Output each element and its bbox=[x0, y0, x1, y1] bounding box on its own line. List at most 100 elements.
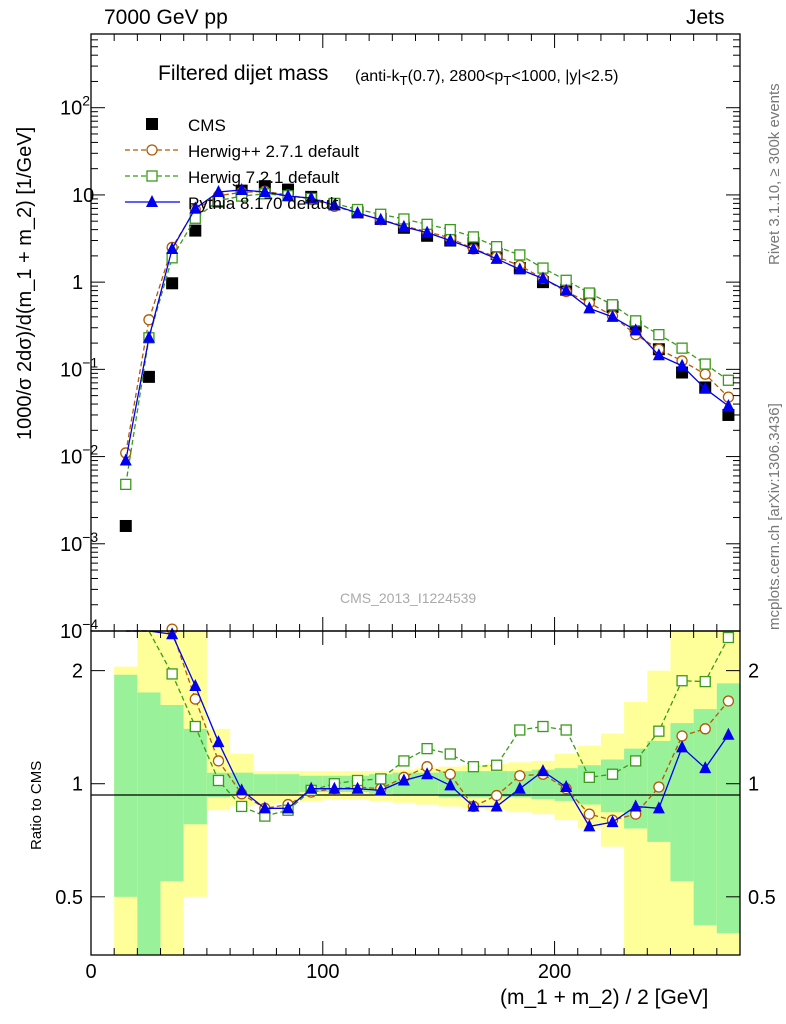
main-data-point bbox=[490, 251, 503, 264]
main-data-point bbox=[467, 231, 480, 243]
main-data-point bbox=[606, 299, 619, 311]
ratio-data-point bbox=[560, 724, 572, 736]
plot-subtitle: (anti-kT(0.7), 2800<pT<1000, |y|<2.5) bbox=[355, 68, 619, 89]
main-data-point bbox=[583, 287, 595, 299]
ratio-series-2 bbox=[125, 627, 735, 832]
ratio-y-tick-label-right: 1 bbox=[748, 774, 759, 796]
main-data-point bbox=[513, 262, 526, 275]
ratio-data-point bbox=[513, 781, 526, 794]
ratio-data-point bbox=[676, 675, 688, 687]
ratio-data-point bbox=[351, 781, 364, 794]
main-data-point bbox=[282, 189, 295, 202]
x-tick-label: 100 bbox=[306, 961, 339, 983]
ratio-data-point bbox=[629, 799, 642, 812]
main-data-point bbox=[444, 233, 457, 246]
x-axis-label: (m_1 + m_2) / 2 [GeV] bbox=[500, 986, 709, 1009]
ratio-y-tick-label-right: 0.5 bbox=[748, 887, 776, 909]
main-data-point bbox=[722, 399, 735, 412]
band-inner bbox=[137, 692, 161, 955]
ratio-data-point bbox=[374, 783, 387, 796]
legend-label: Pythia 8.170 default bbox=[188, 194, 339, 213]
ratio-y-tick-label-left: 1 bbox=[72, 774, 83, 796]
ratio-data-point bbox=[328, 781, 341, 794]
ratio-y-axis-label: Ratio to CMS bbox=[28, 760, 45, 850]
ratio-data-point bbox=[606, 768, 619, 780]
ratio-data-point bbox=[490, 799, 503, 812]
main-data-point bbox=[166, 277, 179, 290]
band-inner bbox=[600, 759, 625, 813]
ratio-data-point bbox=[676, 730, 688, 742]
ratio-data-point bbox=[537, 720, 549, 733]
ratio-data-point bbox=[212, 774, 225, 787]
ratio-data-point bbox=[514, 724, 526, 736]
main-data-point bbox=[142, 370, 155, 383]
main-data-point bbox=[606, 309, 619, 322]
main-data-point bbox=[120, 478, 132, 491]
main-data-point bbox=[142, 330, 155, 343]
legend-marker bbox=[146, 118, 158, 130]
legend-entry: CMS bbox=[146, 116, 226, 135]
rivet-version-label: Rivet 3.1.10, ≥ 300k events bbox=[766, 83, 783, 265]
main-data-point bbox=[374, 212, 387, 225]
main-data-point bbox=[305, 191, 318, 204]
x-tick-label: 0 bbox=[85, 961, 96, 983]
band-inner bbox=[716, 683, 740, 934]
main-y-tick-label: 10−3 bbox=[60, 529, 98, 556]
main-data-point bbox=[351, 206, 364, 219]
ratio-data-point bbox=[722, 695, 735, 707]
ratio-y-tick-label-left: 2 bbox=[72, 661, 83, 683]
ratio-data-point bbox=[652, 801, 665, 814]
band-inner bbox=[415, 772, 439, 796]
ratio-data-point bbox=[606, 815, 619, 828]
main-data-point bbox=[722, 374, 735, 386]
band-inner bbox=[253, 774, 277, 794]
ratio-data-point bbox=[444, 768, 456, 780]
ratio-data-point bbox=[699, 723, 711, 735]
analysis-id-watermark: CMS_2013_I1224539 bbox=[340, 590, 477, 606]
main-data-point bbox=[536, 271, 549, 284]
main-data-point bbox=[166, 241, 179, 254]
main-data-point bbox=[212, 185, 225, 198]
main-data-point bbox=[119, 519, 132, 532]
ratio-data-point bbox=[444, 748, 456, 760]
main-data-point bbox=[490, 241, 503, 253]
ratio-data-point bbox=[421, 742, 433, 755]
main-data-point bbox=[235, 182, 248, 195]
main-data-point bbox=[629, 323, 642, 336]
ratio-data-point bbox=[398, 755, 410, 767]
ratio-data-point bbox=[282, 801, 295, 814]
ratio-data-point bbox=[630, 755, 642, 767]
ratio-data-point bbox=[235, 783, 248, 796]
band-inner bbox=[693, 709, 717, 926]
band-inner bbox=[114, 674, 138, 897]
main-data-point bbox=[652, 348, 665, 361]
legend-label: CMS bbox=[188, 116, 226, 135]
band-inner bbox=[276, 774, 300, 794]
main-data-point bbox=[189, 201, 202, 214]
ratio-series-line bbox=[125, 630, 729, 821]
main-y-tick-label: 10 bbox=[72, 185, 94, 207]
ratio-data-point bbox=[583, 819, 596, 832]
main-data-point bbox=[699, 358, 711, 370]
ratio-data-point bbox=[653, 725, 665, 737]
ratio-data-point bbox=[653, 781, 665, 793]
ratio-data-point bbox=[189, 720, 201, 733]
main-y-tick-label: 10−2 bbox=[60, 442, 98, 469]
ratio-data-point bbox=[467, 761, 480, 773]
main-data-point bbox=[676, 358, 689, 371]
ratio-data-point bbox=[560, 780, 573, 793]
ratio-data-point bbox=[514, 770, 526, 782]
ratio-data-point bbox=[375, 773, 387, 785]
ratio-data-point bbox=[699, 675, 711, 688]
ratio-data-point bbox=[189, 679, 202, 692]
ratio-uncertainty-bands bbox=[114, 631, 740, 955]
arxiv-reference-label: mcplots.cern.ch [arXiv:1306.3436] bbox=[766, 403, 783, 630]
main-y-tick-label: 1 bbox=[72, 272, 83, 294]
band-inner bbox=[160, 705, 184, 882]
ratio-data-point bbox=[444, 778, 457, 791]
main-data-point bbox=[722, 408, 735, 421]
main-data-point bbox=[444, 223, 456, 236]
ratio-data-point bbox=[236, 800, 248, 813]
main-data-point bbox=[653, 328, 665, 341]
